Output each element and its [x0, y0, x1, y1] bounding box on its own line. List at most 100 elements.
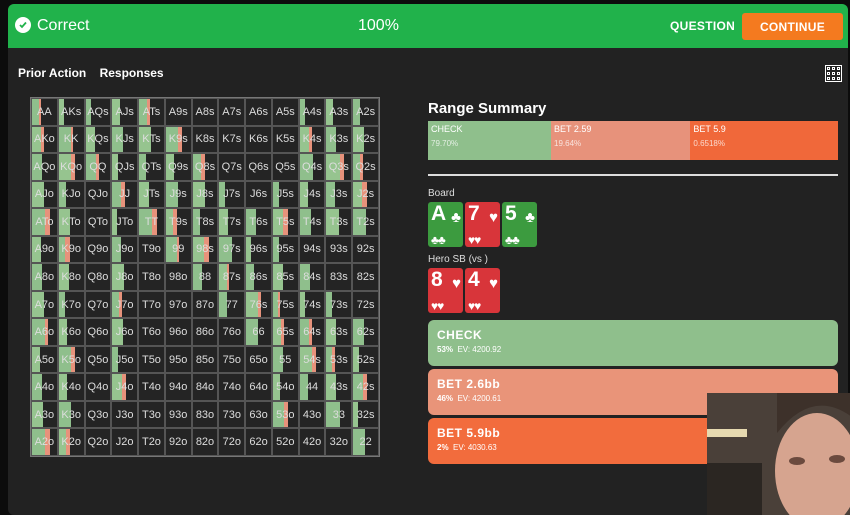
hand-cell[interactable]: K9o — [57, 235, 85, 264]
hand-cell[interactable]: K7o — [57, 290, 85, 319]
hand-cell[interactable]: 42o — [298, 428, 326, 456]
hand-cell[interactable]: A8s — [191, 98, 219, 126]
hand-cell[interactable]: K4s — [298, 125, 326, 154]
hand-cell[interactable]: T9s — [164, 208, 192, 236]
hand-cell[interactable]: K8o — [57, 263, 85, 291]
hand-cell[interactable]: 76o — [218, 318, 246, 346]
hand-cell[interactable]: Q2o — [84, 428, 112, 456]
hand-cell[interactable]: T8o — [138, 263, 165, 291]
hand-cell[interactable]: 22 — [352, 428, 379, 456]
hand-cell[interactable]: K7s — [218, 125, 246, 154]
hand-cell[interactable]: Q3o — [84, 400, 112, 429]
hand-cell[interactable]: 75s — [271, 290, 299, 319]
question-button[interactable]: QUESTION — [670, 19, 736, 33]
hand-cell[interactable]: 72s — [352, 290, 379, 319]
hand-cell[interactable]: Q2s — [352, 153, 379, 181]
hand-cell[interactable]: T5o — [138, 345, 165, 374]
hand-cell[interactable]: ATs — [138, 98, 165, 126]
hand-cell[interactable]: AQo — [31, 153, 58, 181]
hand-cell[interactable]: 96o — [164, 318, 192, 346]
hand-cell[interactable]: J3s — [325, 180, 353, 209]
hand-cell[interactable]: KK — [57, 125, 85, 154]
hand-cell[interactable]: 63o — [245, 400, 272, 429]
hand-cell[interactable]: 83o — [191, 400, 219, 429]
hand-cell[interactable]: T7o — [138, 290, 165, 319]
hand-cell[interactable]: KTs — [138, 125, 165, 154]
hand-cell[interactable]: T2o — [138, 428, 165, 456]
hand-cell[interactable]: J4s — [298, 180, 326, 209]
hand-cell[interactable]: 53s — [325, 345, 353, 374]
hand-cell[interactable]: A3s — [325, 98, 353, 126]
hand-cell[interactable]: Q6s — [245, 153, 272, 181]
hand-cell[interactable]: J2o — [111, 428, 139, 456]
hand-cell[interactable]: 65o — [245, 345, 272, 374]
hand-cell[interactable]: T8s — [191, 208, 219, 236]
hand-cell[interactable]: T6o — [138, 318, 165, 346]
continue-button[interactable]: CONTINUE — [742, 13, 843, 40]
hand-cell[interactable]: QJs — [111, 153, 139, 181]
hand-cell[interactable]: A2o — [31, 428, 58, 456]
hand-cell[interactable]: J9o — [111, 235, 139, 264]
hand-cell[interactable]: 43o — [298, 400, 326, 429]
hand-cell[interactable]: 98s — [191, 235, 219, 264]
hand-cell[interactable]: A4o — [31, 373, 58, 401]
grid-view-icon[interactable] — [825, 65, 842, 82]
hand-cell[interactable]: QTo — [84, 208, 112, 236]
hand-cell[interactable]: 82o — [191, 428, 219, 456]
hand-cell[interactable]: 85s — [271, 263, 299, 291]
hand-cell[interactable]: 63s — [325, 318, 353, 346]
hand-cell[interactable]: A5s — [271, 98, 299, 126]
hand-cell[interactable]: 86o — [191, 318, 219, 346]
hand-cell[interactable]: K6o — [57, 318, 85, 346]
hand-cell[interactable]: K4o — [57, 373, 85, 401]
hand-cell[interactable]: 87s — [218, 263, 246, 291]
hand-cell[interactable]: 74s — [298, 290, 326, 319]
hand-cell[interactable]: 98o — [164, 263, 192, 291]
hand-cell[interactable]: KJs — [111, 125, 139, 154]
hand-cell[interactable]: 97o — [164, 290, 192, 319]
hand-cell[interactable]: K9s — [164, 125, 192, 154]
tab-responses[interactable]: Responses — [99, 66, 164, 80]
hand-cell[interactable]: QJo — [84, 180, 112, 209]
hand-cell[interactable]: 77 — [218, 290, 246, 319]
hand-cell[interactable]: Q9o — [84, 235, 112, 264]
hand-cell[interactable]: 66 — [245, 318, 272, 346]
hand-cell[interactable]: 32s — [352, 400, 379, 429]
hand-cell[interactable]: 92o — [164, 428, 192, 456]
hand-cell[interactable]: K2s — [352, 125, 379, 154]
hand-cell[interactable]: 99 — [164, 235, 192, 264]
hand-cell[interactable]: Q3s — [325, 153, 353, 181]
hand-cell[interactable]: T4o — [138, 373, 165, 401]
hand-cell[interactable]: 93s — [325, 235, 353, 264]
hand-cell[interactable]: 32o — [325, 428, 353, 456]
hand-cell[interactable]: T3s — [325, 208, 353, 236]
hand-cell[interactable]: 95o — [164, 345, 192, 374]
hand-cell[interactable]: 42s — [352, 373, 379, 401]
hand-cell[interactable]: 53o — [271, 400, 299, 429]
hand-cell[interactable]: J5s — [271, 180, 299, 209]
hand-cell[interactable]: 74o — [218, 373, 246, 401]
hand-cell[interactable]: AKs — [57, 98, 85, 126]
hand-cell[interactable]: JTs — [138, 180, 165, 209]
hand-cell[interactable]: 84o — [191, 373, 219, 401]
hand-cell[interactable]: T6s — [245, 208, 272, 236]
hand-cell[interactable]: 83s — [325, 263, 353, 291]
hand-cell[interactable]: AQs — [84, 98, 112, 126]
hand-cell[interactable]: A4s — [298, 98, 326, 126]
hand-cell[interactable]: KTo — [57, 208, 85, 236]
hand-cell[interactable]: AA — [31, 98, 58, 126]
hand-cell[interactable]: K3s — [325, 125, 353, 154]
hand-cell[interactable]: Q7o — [84, 290, 112, 319]
hand-cell[interactable]: T7s — [218, 208, 246, 236]
hand-cell[interactable]: 88 — [191, 263, 219, 291]
hand-cell[interactable]: 33 — [325, 400, 353, 429]
hand-cell[interactable]: J6s — [245, 180, 272, 209]
hand-cell[interactable]: T3o — [138, 400, 165, 429]
hand-cell[interactable]: AKo — [31, 125, 58, 154]
hand-cell[interactable]: AJo — [31, 180, 58, 209]
hand-cell[interactable]: A6s — [245, 98, 272, 126]
hand-cell[interactable]: 65s — [271, 318, 299, 346]
hand-cell[interactable]: KJo — [57, 180, 85, 209]
hand-cell[interactable]: 62o — [245, 428, 272, 456]
hand-cell[interactable]: A3o — [31, 400, 58, 429]
